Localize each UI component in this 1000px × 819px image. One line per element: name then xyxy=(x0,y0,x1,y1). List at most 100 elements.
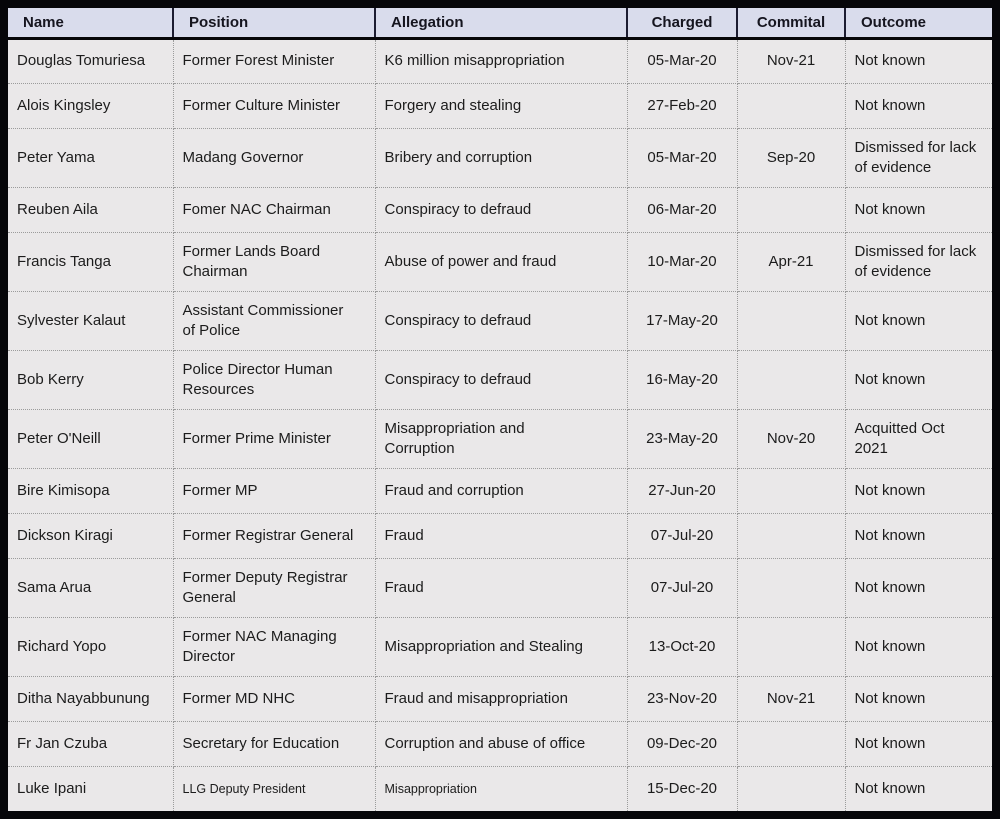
cell-commital xyxy=(736,557,846,618)
cell-charged: 05-Mar-20 xyxy=(626,127,738,188)
cell-outcome: Not known xyxy=(844,467,992,514)
cell-commital xyxy=(736,290,846,351)
cell-commital xyxy=(736,512,846,559)
cell-charged: 16-May-20 xyxy=(626,349,738,410)
cell-outcome: Not known xyxy=(844,616,992,677)
cell-allegation: Corruption and abuse of office xyxy=(374,720,628,767)
cell-commital xyxy=(736,616,846,677)
cell-outcome: Not known xyxy=(844,557,992,618)
cell-outcome: Not known xyxy=(844,512,992,559)
cell-allegation: Bribery and corruption xyxy=(374,127,628,188)
cell-commital: Sep-20 xyxy=(736,127,846,188)
cell-position: Former Lands Board Chairman xyxy=(172,231,376,292)
cell-charged: 15-Dec-20 xyxy=(626,765,738,811)
cell-outcome: Not known xyxy=(844,82,992,129)
cell-name: Bob Kerry xyxy=(8,349,174,410)
cell-position: Former MP xyxy=(172,467,376,514)
cell-outcome: Dismissed for lack of evidence xyxy=(844,231,992,292)
cell-allegation: Fraud xyxy=(374,557,628,618)
table-row: Reuben Aila Fomer NAC Chairman Conspiracy … xyxy=(8,186,992,233)
cell-charged: 27-Feb-20 xyxy=(626,82,738,129)
cell-commital xyxy=(736,467,846,514)
cell-commital: Nov-21 xyxy=(736,675,846,722)
cell-allegation: Fraud xyxy=(374,512,628,559)
table-row: Douglas Tomuriesa Former Forest Minister K… xyxy=(8,38,992,84)
cell-commital xyxy=(736,186,846,233)
cell-position: Fomer NAC Chairman xyxy=(172,186,376,233)
table-row: Ditha Nayabbunung Former MD NHC Fraud and … xyxy=(8,675,992,722)
cell-charged: 13-Oct-20 xyxy=(626,616,738,677)
cell-allegation: Forgery and stealing xyxy=(374,82,628,129)
cell-name: Ditha Nayabbunung xyxy=(8,675,174,722)
cell-name: Douglas Tomuriesa xyxy=(8,38,174,84)
charges-table: Name Position Allegation Charged Commital Out… xyxy=(8,8,992,811)
cell-name: Bire Kimisopa xyxy=(8,467,174,514)
cell-allegation: Fraud and misappropriation xyxy=(374,675,628,722)
cell-name: Dickson Kiragi xyxy=(8,512,174,559)
cell-charged: 09-Dec-20 xyxy=(626,720,738,767)
cell-outcome: Not known xyxy=(844,38,992,84)
table-row: Dickson Kiragi Former Registrar General Fr… xyxy=(8,512,992,559)
cell-name: Sama Arua xyxy=(8,557,174,618)
cell-name: Francis Tanga xyxy=(8,231,174,292)
cell-name: Luke Ipani xyxy=(8,765,174,811)
table-row: Luke Ipani LLG Deputy President Misappropr… xyxy=(8,765,992,811)
column-header-position: Position xyxy=(172,8,375,40)
cell-charged: 27-Jun-20 xyxy=(626,467,738,514)
cell-position: Former Deputy Registrar General xyxy=(172,557,376,618)
cell-position: Former Prime Minister xyxy=(172,408,376,469)
cell-position: Former Culture Minister xyxy=(172,82,376,129)
cell-charged: 23-Nov-20 xyxy=(626,675,738,722)
cell-charged: 07-Jul-20 xyxy=(626,512,738,559)
table-header: Name Position Allegation Charged Commital Out… xyxy=(8,8,992,40)
table-row: Alois Kingsley Former Culture Minister For… xyxy=(8,82,992,129)
cell-allegation: Fraud and corruption xyxy=(374,467,628,514)
cell-commital xyxy=(736,82,846,129)
cell-name: Alois Kingsley xyxy=(8,82,174,129)
cell-commital xyxy=(736,349,846,410)
table-body: Douglas Tomuriesa Former Forest Minister K… xyxy=(8,38,992,811)
cell-charged: 10-Mar-20 xyxy=(626,231,738,292)
cell-charged: 05-Mar-20 xyxy=(626,38,738,84)
cell-name: Richard Yopo xyxy=(8,616,174,677)
cell-position: Madang Governor xyxy=(172,127,376,188)
cell-position: Former NAC Managing Director xyxy=(172,616,376,677)
column-header-commital: Commital xyxy=(736,8,845,40)
cell-outcome: Not known xyxy=(844,290,992,351)
cell-outcome: Not known xyxy=(844,186,992,233)
cell-commital xyxy=(736,765,846,811)
column-header-charged: Charged xyxy=(626,8,737,40)
cell-position: Former MD NHC xyxy=(172,675,376,722)
cell-allegation: Misappropriation and Corruption xyxy=(374,408,628,469)
cell-commital: Apr-21 xyxy=(736,231,846,292)
column-header-name: Name xyxy=(8,8,173,40)
cell-outcome: Not known xyxy=(844,720,992,767)
cell-name: Reuben Aila xyxy=(8,186,174,233)
cell-allegation: Conspiracy to defraud xyxy=(374,349,628,410)
cell-position: Police Director Human Resources xyxy=(172,349,376,410)
cell-name: Sylvester Kalaut xyxy=(8,290,174,351)
cell-commital xyxy=(736,720,846,767)
table-row: Sama Arua Former Deputy Registrar General… xyxy=(8,557,992,618)
table-row: Bob Kerry Police Director Human Resources… xyxy=(8,349,992,410)
table-row: Fr Jan Czuba Secretary for Education Corru… xyxy=(8,720,992,767)
column-header-allegation: Allegation xyxy=(374,8,627,40)
column-header-outcome: Outcome xyxy=(844,8,992,40)
cell-position: Secretary for Education xyxy=(172,720,376,767)
cell-charged: 23-May-20 xyxy=(626,408,738,469)
table-row: Sylvester Kalaut Assistant Commissioner o… xyxy=(8,290,992,351)
header-row: Name Position Allegation Charged Commital Out… xyxy=(8,8,992,40)
cell-outcome: Not known xyxy=(844,349,992,410)
cell-position: Former Registrar General xyxy=(172,512,376,559)
table-row: Francis Tanga Former Lands Board Chairman… xyxy=(8,231,992,292)
cell-position: Assistant Commissioner of Police xyxy=(172,290,376,351)
cell-charged: 07-Jul-20 xyxy=(626,557,738,618)
cell-name: Fr Jan Czuba xyxy=(8,720,174,767)
cell-charged: 06-Mar-20 xyxy=(626,186,738,233)
cell-outcome: Not known xyxy=(844,675,992,722)
cell-allegation: Misappropriation and Stealing xyxy=(374,616,628,677)
cell-name: Peter Yama xyxy=(8,127,174,188)
cell-position: LLG Deputy President xyxy=(172,765,376,811)
cell-allegation: K6 million misappropriation xyxy=(374,38,628,84)
